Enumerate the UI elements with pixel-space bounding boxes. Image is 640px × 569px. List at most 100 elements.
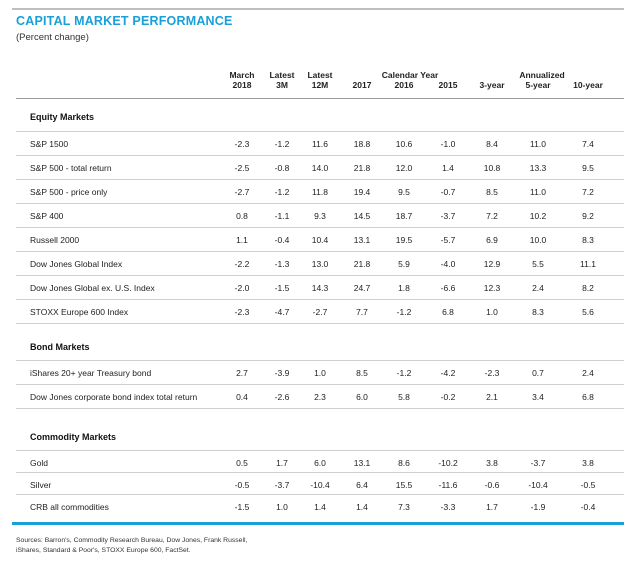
section-end-rule bbox=[16, 408, 624, 409]
table-cell: 2.4 bbox=[582, 368, 594, 378]
table-cell: 18.7 bbox=[395, 211, 413, 221]
table-cell: 6.8 bbox=[442, 307, 454, 317]
row-rule bbox=[16, 251, 624, 252]
table-cell: -10.4 bbox=[528, 480, 548, 490]
section-heading: Commodity Markets bbox=[30, 432, 117, 442]
table-cell: 9.2 bbox=[582, 211, 594, 221]
table-cell: 1.0 bbox=[486, 307, 498, 317]
table-cell: 6.0 bbox=[314, 458, 326, 468]
row-rule bbox=[16, 384, 624, 385]
section-end-rule bbox=[16, 323, 624, 324]
table-cell: 2.7 bbox=[236, 368, 248, 378]
table-cell: 5.8 bbox=[398, 392, 410, 402]
table-cell: 13.3 bbox=[529, 163, 547, 173]
table-row: S&P 1500 -2.3 -1.2 11.6 18.8 10.6 -1.0 8.4 11.0 7… bbox=[0, 139, 640, 163]
table-cell: 5.5 bbox=[532, 259, 544, 269]
column-header: Latest 12M bbox=[296, 70, 344, 90]
table-cell: -6.6 bbox=[440, 283, 456, 293]
table-cell: -1.2 bbox=[274, 187, 290, 197]
column-header: March 2018 bbox=[218, 70, 266, 90]
table-cell: 0.5 bbox=[236, 458, 248, 468]
table-cell: 5.9 bbox=[398, 259, 410, 269]
table-cell: 1.1 bbox=[236, 235, 248, 245]
table-cell: 7.4 bbox=[582, 139, 594, 149]
table-cell: -11.6 bbox=[438, 480, 458, 490]
row-label: Dow Jones Global Index bbox=[30, 259, 123, 269]
table-cell: -2.6 bbox=[274, 392, 290, 402]
table-cell: 3.8 bbox=[486, 458, 498, 468]
table-cell: 10.2 bbox=[529, 211, 547, 221]
table-cell: -1.5 bbox=[234, 502, 250, 512]
table-row: S&P 500 - total return -2.5 -0.8 14.0 21.8 12… bbox=[0, 163, 640, 187]
table-cell: 19.5 bbox=[395, 235, 413, 245]
section-heading: Equity Markets bbox=[30, 112, 95, 122]
row-rule bbox=[16, 131, 624, 132]
table-cell: -5.7 bbox=[440, 235, 456, 245]
row-label: Gold bbox=[30, 458, 48, 468]
table-cell: -3.7 bbox=[274, 480, 290, 490]
table-cell: -1.2 bbox=[396, 368, 412, 378]
group-header-calendar-year: Calendar Year bbox=[381, 70, 439, 80]
row-label: STOXX Europe 600 Index bbox=[30, 307, 129, 317]
row-rule bbox=[16, 227, 624, 228]
table-cell: 8.2 bbox=[582, 283, 594, 293]
table-cell: 13.0 bbox=[311, 259, 329, 269]
table-cell: -1.3 bbox=[274, 259, 290, 269]
table-cell: -0.8 bbox=[274, 163, 290, 173]
table-cell: -4.7 bbox=[274, 307, 290, 317]
row-label: Russell 2000 bbox=[30, 235, 80, 245]
table-cell: 8.3 bbox=[532, 307, 544, 317]
table-cell: 24.7 bbox=[353, 283, 371, 293]
table-cell: 1.4 bbox=[442, 163, 454, 173]
table-row: iShares 20+ year Treasury bond 2.7 -3.9 1.0… bbox=[0, 368, 640, 392]
table-cell: 6.4 bbox=[356, 480, 368, 490]
table-title: CAPITAL MARKET PERFORMANCE bbox=[16, 14, 233, 28]
table-row: S&P 400 0.8 -1.1 9.3 14.5 18.7 -3.7 7.2 10.2 9.2 bbox=[0, 211, 640, 235]
table-cell: -3.3 bbox=[440, 502, 456, 512]
table-cell: 10.0 bbox=[529, 235, 547, 245]
table-cell: -0.7 bbox=[440, 187, 456, 197]
sources-line-1: Sources: Barron's, Commodity Research Bu… bbox=[16, 537, 248, 544]
column-header-line2: 12M bbox=[311, 80, 329, 90]
row-label: S&P 500 - total return bbox=[30, 163, 112, 173]
row-label: Dow Jones corporate bond index total ret… bbox=[30, 392, 198, 402]
table-cell: 13.1 bbox=[353, 235, 371, 245]
table-cell: 7.3 bbox=[398, 502, 410, 512]
table-cell: -1.2 bbox=[396, 307, 412, 317]
table-cell: 12.0 bbox=[395, 163, 413, 173]
sources-line-2: iShares, Standard & Poor's, STOXX Europe… bbox=[16, 547, 191, 554]
table-cell: 14.5 bbox=[353, 211, 371, 221]
column-header-line1: Latest bbox=[269, 70, 295, 80]
table-cell: -3.7 bbox=[530, 458, 546, 468]
table-cell: -2.3 bbox=[484, 368, 500, 378]
row-label: S&P 1500 bbox=[30, 139, 69, 149]
table-cell: 1.0 bbox=[314, 368, 326, 378]
section-heading: Bond Markets bbox=[30, 342, 90, 352]
table-cell: 14.3 bbox=[311, 283, 329, 293]
table-cell: 10.4 bbox=[311, 235, 329, 245]
table-cell: 9.5 bbox=[398, 187, 410, 197]
header-rule bbox=[16, 98, 624, 99]
table-cell: -2.2 bbox=[234, 259, 250, 269]
table-cell: 10.8 bbox=[483, 163, 501, 173]
table-cell: 1.4 bbox=[356, 502, 368, 512]
bottom-rule bbox=[12, 522, 624, 525]
table-cell: -0.5 bbox=[580, 480, 596, 490]
table-cell: 8.5 bbox=[356, 368, 368, 378]
column-header: 2015 bbox=[424, 80, 472, 90]
table-cell: 8.6 bbox=[398, 458, 410, 468]
row-rule bbox=[16, 179, 624, 180]
table-cell: 11.8 bbox=[312, 187, 328, 197]
table-cell: -0.6 bbox=[484, 480, 500, 490]
table-cell: -1.5 bbox=[274, 283, 290, 293]
table-cell: 6.8 bbox=[582, 392, 594, 402]
column-header-line2: 2017 bbox=[352, 80, 372, 90]
table-cell: 1.7 bbox=[486, 502, 498, 512]
table-cell: 9.5 bbox=[582, 163, 594, 173]
table-cell: -2.7 bbox=[234, 187, 250, 197]
table-cell: 2.3 bbox=[314, 392, 326, 402]
row-label: S&P 400 bbox=[30, 211, 64, 221]
top-rule bbox=[12, 8, 624, 10]
table-cell: 3.8 bbox=[582, 458, 594, 468]
table-cell: 11.0 bbox=[530, 187, 546, 197]
